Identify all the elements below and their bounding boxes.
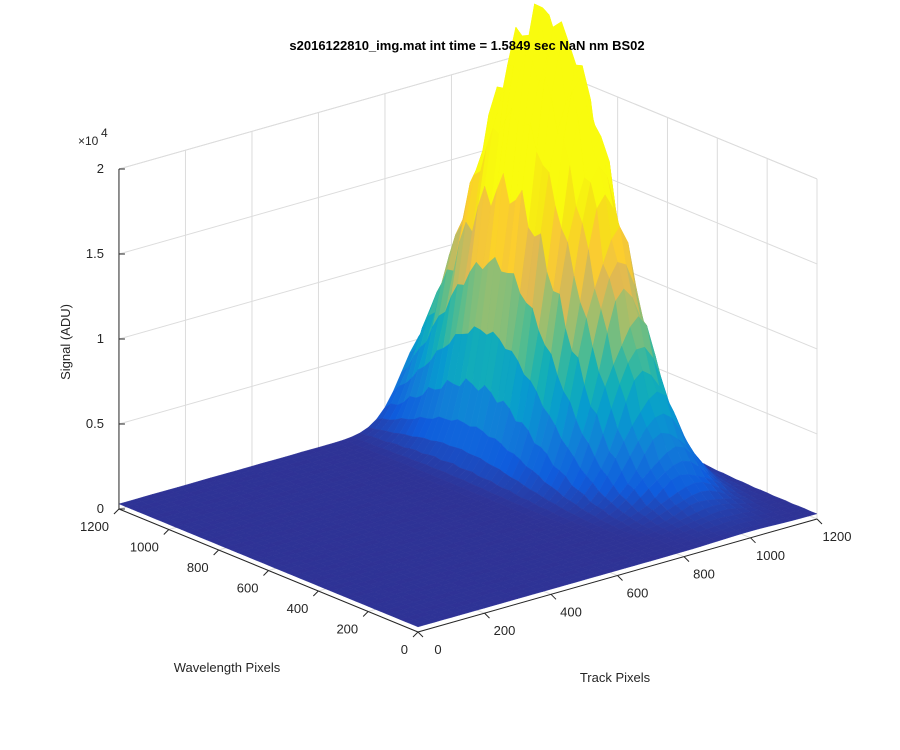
tick-labels: 0200400600800100012000200400600800100012… — [80, 161, 851, 657]
y-tick-label: 1200 — [80, 519, 109, 534]
y-tick-label: 400 — [287, 601, 309, 616]
y-tick-mark — [362, 611, 369, 617]
grid-line — [118, 140, 519, 255]
z-axis-label: Signal (ADU) — [58, 304, 73, 380]
svg-text:×10: ×10 — [78, 134, 99, 148]
z-exponent-label: ×10 4 — [78, 126, 108, 148]
y-tick-mark — [213, 549, 219, 556]
z-tick-label: 2 — [97, 161, 104, 176]
x-tick-label: 600 — [627, 585, 649, 600]
y-tick-mark — [312, 590, 319, 597]
axes — [113, 168, 823, 638]
chart-title: s2016122810_img.mat int time = 1.5849 se… — [289, 38, 644, 53]
surface — [118, 3, 818, 628]
y-tick-label: 600 — [237, 581, 259, 596]
x-tick-mark — [617, 575, 623, 581]
x-tick-label: 400 — [560, 604, 582, 619]
y-tick-mark — [263, 570, 269, 576]
x-tick-label: 200 — [494, 623, 516, 638]
svg-text:4: 4 — [101, 126, 108, 140]
y-tick-label: 1000 — [130, 540, 159, 555]
x-tick-label: 0 — [434, 642, 441, 657]
z-tick-label: 1.5 — [86, 246, 104, 261]
x-tick-mark — [816, 518, 823, 525]
x-tick-mark — [417, 631, 424, 638]
x-tick-mark — [683, 556, 690, 562]
x-tick-label: 1000 — [756, 548, 785, 563]
y-tick-label: 800 — [187, 560, 209, 575]
x-tick-mark — [484, 612, 490, 619]
z-tick-label: 0 — [97, 501, 104, 516]
x-tick-mark — [550, 593, 557, 600]
y-tick-mark — [113, 508, 120, 515]
y-tick-mark — [412, 631, 419, 638]
y-tick-label: 200 — [336, 622, 358, 637]
x-axis-label: Track Pixels — [580, 670, 651, 685]
x-tick-mark — [750, 537, 756, 544]
y-tick-mark — [163, 529, 170, 535]
z-tick-label: 0.5 — [86, 416, 104, 431]
y-tick-label: 0 — [401, 642, 408, 657]
surface-patch — [411, 621, 427, 628]
grid-line — [118, 225, 519, 340]
x-tick-label: 1200 — [823, 529, 852, 544]
x-tick-label: 800 — [693, 567, 715, 582]
box-edge — [118, 55, 519, 170]
y-axis-label: Wavelength Pixels — [174, 660, 281, 675]
z-tick-label: 1 — [97, 331, 104, 346]
